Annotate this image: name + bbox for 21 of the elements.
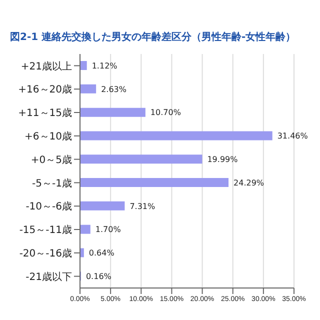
data-label: 0.16% xyxy=(86,272,112,281)
data-label: 10.70% xyxy=(150,108,182,118)
y-tick-label: -21歳以下 xyxy=(26,270,72,283)
data-label: 19.99% xyxy=(207,154,238,164)
y-tick-label: +16～20歳 xyxy=(18,84,72,96)
data-label: 2.63% xyxy=(101,84,127,94)
data-label: 31.46% xyxy=(277,132,308,141)
y-tick-label: -20～-16歳 xyxy=(19,247,72,260)
data-label: 7.31% xyxy=(130,202,156,211)
y-tick-label: -15～-11歳 xyxy=(19,224,72,236)
data-label: 0.64% xyxy=(88,248,115,258)
data-label: 24.29% xyxy=(234,178,264,188)
data-label: 1.12% xyxy=(92,61,118,70)
y-tick-label: +6～10歳 xyxy=(24,130,72,142)
y-tick-label: +11～15歳 xyxy=(18,107,72,120)
data-label: 1.70% xyxy=(95,225,122,234)
y-tick-label: +0～5歳 xyxy=(30,154,72,166)
y-tick-label: -10～-6歳 xyxy=(26,200,72,213)
chart-title: 図2-1 連絡先交換した男女の年齢差区分（男性年齢-女性年齢） xyxy=(10,30,297,44)
y-tick-label: -5～-1歳 xyxy=(32,177,72,190)
y-tick-label: +21歳以上 xyxy=(20,60,72,72)
